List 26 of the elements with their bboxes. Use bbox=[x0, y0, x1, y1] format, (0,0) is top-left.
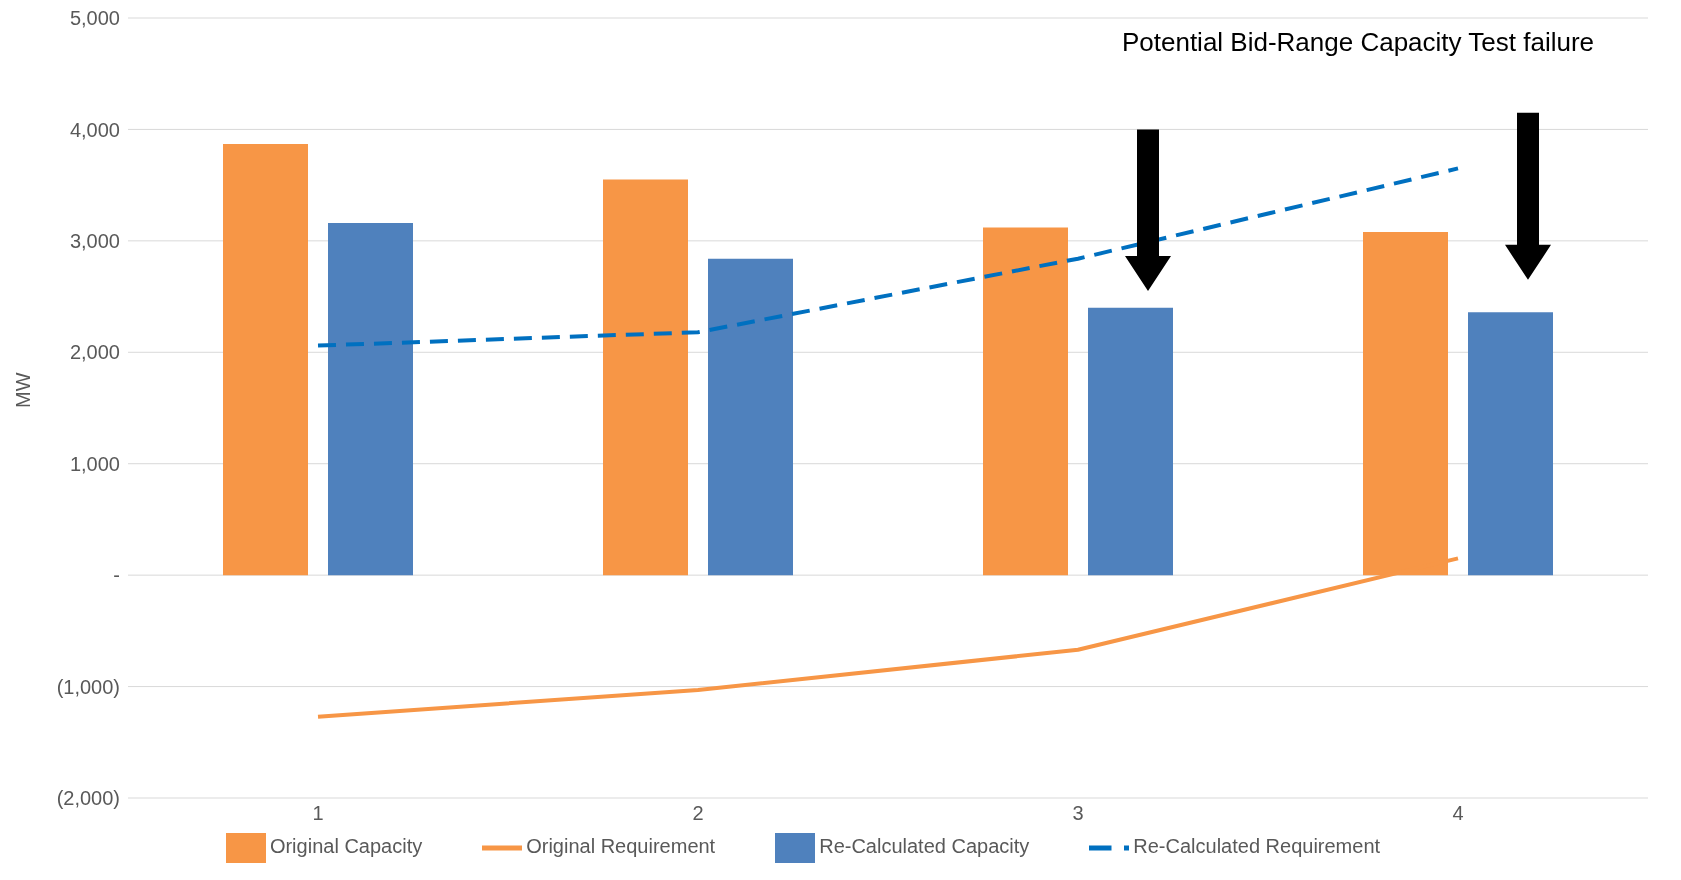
x-tick-label: 4 bbox=[1452, 802, 1464, 825]
bar bbox=[328, 223, 413, 576]
y-tick-label: 1,000 bbox=[69, 452, 120, 475]
y-tick-label: - bbox=[113, 564, 120, 587]
y-tick-label: (2,000) bbox=[56, 787, 120, 810]
y-tick-label: 5,000 bbox=[69, 7, 120, 30]
bar bbox=[603, 179, 688, 576]
bar bbox=[223, 143, 308, 576]
bar bbox=[1088, 307, 1173, 576]
legend-label: Original Requirement bbox=[526, 835, 716, 858]
legend-label: Original Capacity bbox=[269, 835, 423, 858]
line-series bbox=[316, 166, 1460, 348]
y-tick-label: 4,000 bbox=[69, 118, 120, 141]
x-tick-label: 1 bbox=[312, 802, 324, 825]
bar bbox=[1468, 312, 1553, 576]
bar bbox=[983, 227, 1068, 576]
y-tick-label: (1,000) bbox=[56, 675, 120, 698]
x-tick-label: 2 bbox=[692, 802, 704, 825]
y-axis-title: MW bbox=[12, 372, 35, 408]
annotation: Potential Bid-Range Capacity Test failure bbox=[1121, 27, 1595, 58]
legend-label: Re-Calculated Capacity bbox=[819, 835, 1030, 858]
x-tick-label: 3 bbox=[1072, 802, 1084, 825]
legend-label: Re-Calculated Requirement bbox=[1133, 835, 1381, 858]
y-tick-label: 3,000 bbox=[69, 229, 120, 252]
bar bbox=[708, 258, 793, 576]
y-tick-label: 2,000 bbox=[69, 341, 120, 364]
